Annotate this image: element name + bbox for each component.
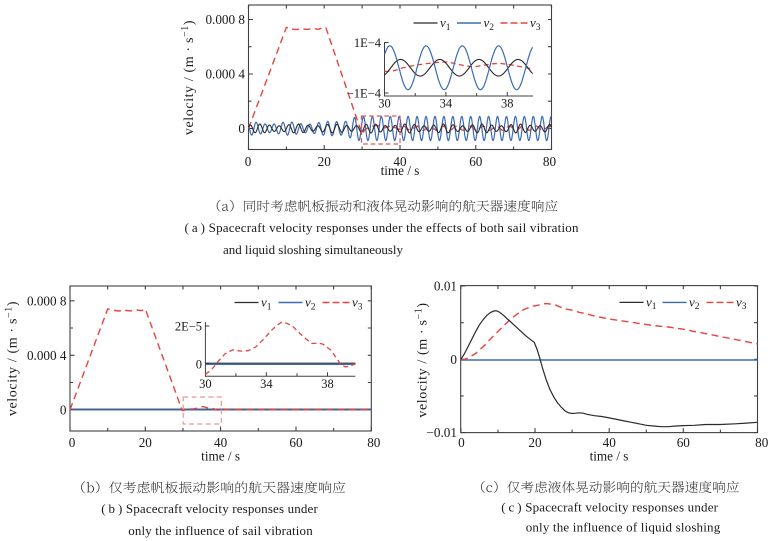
svg-text:0.000 8: 0.000 8 — [27, 293, 67, 308]
svg-text:v3: v3 — [736, 295, 747, 313]
svg-text:time / s: time / s — [590, 449, 629, 464]
svg-text:( a ) Spacecraft velocity resp: ( a ) Spacecraft velocity responses unde… — [185, 220, 580, 235]
svg-text:80: 80 — [755, 435, 769, 450]
svg-text:v3: v3 — [352, 295, 363, 313]
svg-text:2E−5: 2E−5 — [175, 319, 202, 333]
svg-text:velocity / (m · s−1): velocity / (m · s−1) — [4, 301, 21, 416]
svg-text:0: 0 — [238, 121, 245, 136]
svg-text:( b ) Spacecraft velocity resp: ( b ) Spacecraft velocity responses unde… — [101, 501, 318, 516]
svg-text:40: 40 — [603, 435, 617, 450]
svg-text:only the influence of liquid s: only the influence of liquid sloshing — [526, 519, 721, 534]
svg-text:34: 34 — [440, 97, 453, 111]
svg-text:v1: v1 — [261, 295, 272, 313]
svg-text:30: 30 — [199, 377, 212, 391]
svg-text:20: 20 — [318, 154, 332, 169]
svg-text:v1: v1 — [440, 15, 451, 33]
svg-text:0.000 8: 0.000 8 — [205, 12, 245, 27]
svg-text:80: 80 — [367, 435, 381, 450]
svg-text:0: 0 — [60, 402, 67, 417]
svg-text:38: 38 — [501, 97, 514, 111]
svg-text:and liquid sloshing simultaneo: and liquid sloshing simultaneously — [223, 242, 404, 257]
svg-text:only the influence of sail vib: only the influence of sail vibration — [128, 523, 313, 538]
svg-text:v2: v2 — [484, 15, 495, 33]
svg-text:−0.01: −0.01 — [426, 425, 457, 440]
svg-text:0: 0 — [69, 435, 76, 450]
svg-text:60: 60 — [289, 435, 303, 450]
svg-text:0: 0 — [450, 352, 457, 367]
svg-text:20: 20 — [139, 435, 153, 450]
svg-text:38: 38 — [321, 377, 334, 391]
svg-text:0.000 4: 0.000 4 — [27, 348, 67, 363]
svg-text:40: 40 — [214, 435, 228, 450]
svg-text:v2: v2 — [689, 295, 700, 313]
svg-text:time / s: time / s — [381, 163, 420, 178]
svg-text:80: 80 — [543, 154, 557, 169]
svg-text:( c ) Spacecraft velocity resp: ( c ) Spacecraft velocity responses unde… — [501, 499, 718, 514]
svg-text:v1: v1 — [646, 295, 657, 313]
svg-text:0.01: 0.01 — [434, 279, 457, 294]
svg-text:1E−4: 1E−4 — [354, 36, 382, 50]
svg-text:time / s: time / s — [201, 449, 240, 464]
svg-text:−1E−4: −1E−4 — [347, 86, 382, 100]
svg-text:20: 20 — [528, 435, 542, 450]
svg-text:0: 0 — [458, 435, 465, 450]
svg-text:40: 40 — [393, 154, 407, 169]
svg-text:v3: v3 — [530, 15, 541, 33]
svg-text:velocity / (m · s−1): velocity / (m · s−1) — [180, 20, 197, 135]
svg-text:v2: v2 — [305, 295, 316, 313]
svg-text:30: 30 — [378, 97, 391, 111]
svg-text:60: 60 — [469, 154, 483, 169]
svg-text:0.000 4: 0.000 4 — [205, 67, 245, 82]
svg-text:velocity / (m · s−1): velocity / (m · s−1) — [414, 302, 431, 417]
svg-text:34: 34 — [260, 377, 273, 391]
svg-text:60: 60 — [677, 435, 691, 450]
svg-text:0: 0 — [245, 154, 252, 169]
svg-text:0: 0 — [196, 357, 202, 371]
